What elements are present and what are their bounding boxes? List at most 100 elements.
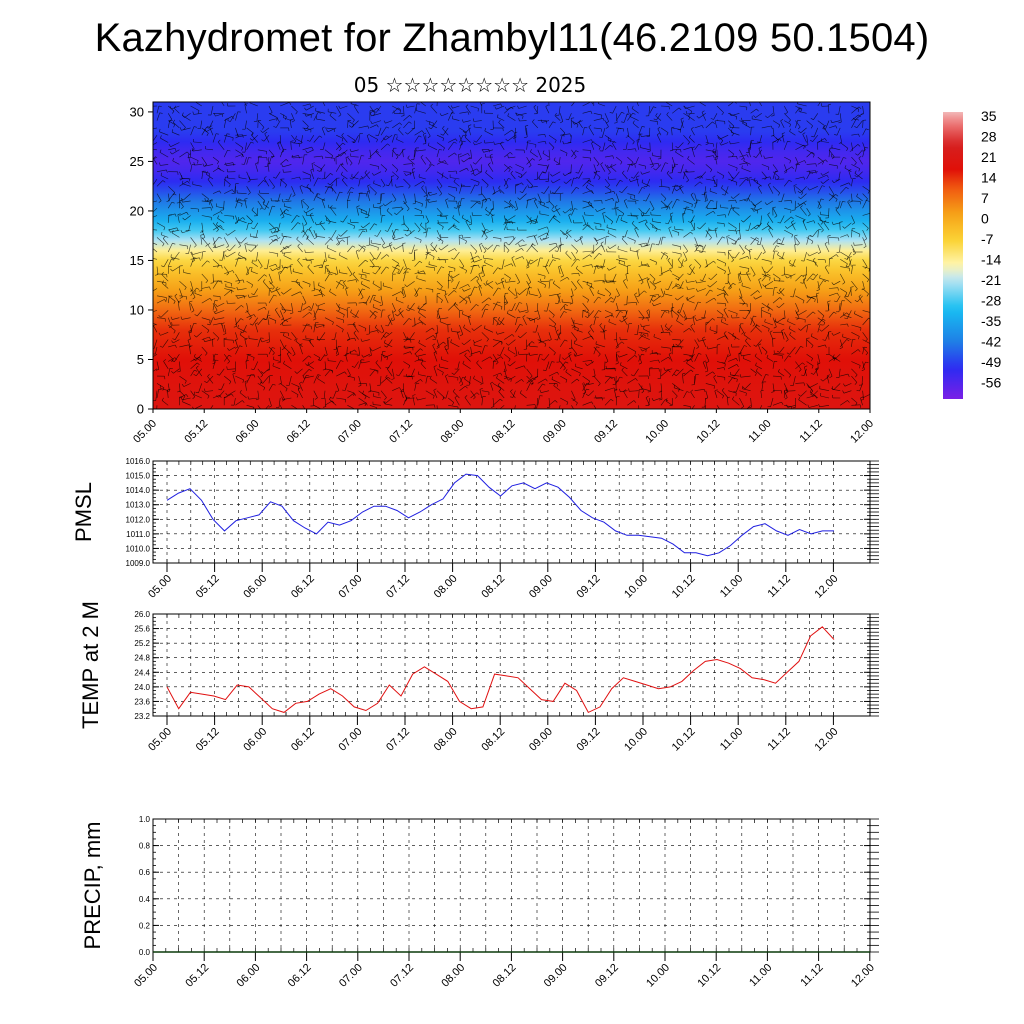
- wind-barb: [481, 178, 489, 186]
- wind-barb-flag: [551, 147, 555, 151]
- wind-barb-flag: [453, 197, 456, 201]
- wind-barb: [573, 322, 583, 326]
- wind-barb: [263, 135, 270, 142]
- wind-barb: [352, 274, 359, 282]
- wind-barb: [727, 266, 731, 274]
- wind-barb: [537, 149, 542, 160]
- wind-barb: [537, 232, 547, 238]
- wind-barb-flag: [485, 206, 488, 210]
- wind-barb-flag: [226, 272, 230, 276]
- wind-barb-flag: [641, 187, 646, 189]
- wind-barb: [716, 288, 726, 292]
- wind-barb: [372, 306, 382, 311]
- wind-barb-flag: [619, 311, 623, 313]
- wind-barb-flag: [340, 171, 343, 175]
- wind-barb: [627, 127, 629, 137]
- wind-barb: [201, 222, 204, 232]
- wind-barb-flag: [518, 309, 520, 313]
- wind-barb: [369, 346, 372, 356]
- wind-barb-flag: [586, 281, 589, 285]
- wind-barb: [856, 120, 863, 128]
- wind-barb: [596, 237, 606, 242]
- wind-barb: [306, 259, 314, 261]
- wind-barb-flag: [398, 308, 402, 311]
- wind-barb: [201, 127, 207, 136]
- wind-barb-flag: [753, 206, 757, 209]
- wind-barb-flag: [213, 316, 215, 320]
- wind-barb-flag: [620, 362, 622, 366]
- wind-barb-flag: [562, 173, 566, 176]
- wind-barb-flag: [728, 287, 732, 290]
- wind-barb: [194, 293, 202, 297]
- wind-barb: [179, 280, 187, 288]
- wind-barb-flag: [373, 294, 377, 297]
- wind-barb: [168, 357, 176, 362]
- wind-barb: [403, 193, 407, 203]
- wind-barb-flag: [203, 338, 205, 342]
- wind-barb-flag: [551, 209, 554, 213]
- wind-barb: [380, 332, 387, 340]
- wind-barb: [272, 229, 281, 234]
- wind-barb: [649, 120, 658, 122]
- wind-barb: [425, 288, 433, 290]
- wind-barb: [425, 244, 429, 254]
- wind-barb-flag: [562, 210, 566, 214]
- wind-barb: [705, 193, 708, 201]
- wind-barb-flag: [811, 151, 815, 155]
- wind-barb: [481, 229, 487, 238]
- wind-barb: [425, 251, 435, 258]
- wind-barb-flag: [803, 144, 807, 148]
- wind-barb: [707, 346, 718, 350]
- wind-barb-flag: [826, 174, 829, 178]
- wind-barb-flag: [842, 333, 844, 337]
- wind-barb: [795, 361, 802, 370]
- wind-barb: [268, 375, 271, 384]
- wind-barb-flag: [242, 379, 244, 383]
- wind-barb-flag: [621, 341, 625, 344]
- wind-barb-flag: [722, 175, 725, 179]
- wind-barb-flag: [790, 200, 793, 204]
- wind-barb: [347, 113, 355, 121]
- wind-barb-flag: [658, 359, 660, 363]
- wind-barb-flag: [342, 319, 344, 323]
- wind-barb-flag: [453, 207, 457, 209]
- wind-barb-flag: [816, 289, 820, 291]
- wind-barb-flag: [788, 119, 791, 123]
- wind-barb-flag: [266, 354, 268, 358]
- wind-barb-flag: [568, 213, 572, 216]
- wind-barb-flag: [677, 287, 680, 290]
- wind-barb: [827, 301, 830, 311]
- wind-barb-flag: [676, 369, 680, 372]
- wind-barb: [774, 321, 785, 326]
- wind-barb-flag: [579, 373, 581, 377]
- wind-barb: [153, 149, 158, 151]
- wind-barb: [754, 200, 762, 207]
- wind-barb: [733, 171, 740, 179]
- wind-barb: [660, 288, 665, 296]
- wind-barb: [226, 164, 236, 166]
- wind-barb-flag: [233, 326, 237, 328]
- wind-barb: [674, 228, 684, 231]
- wind-barb: [716, 222, 725, 224]
- wind-barb: [559, 244, 562, 253]
- wind-barb: [391, 274, 394, 282]
- wind-barb-flag: [565, 304, 568, 307]
- wind-barb: [386, 210, 393, 216]
- wind-barb-flag: [177, 371, 181, 373]
- wind-barb-flag: [376, 124, 379, 128]
- wind-barb-flag: [674, 297, 678, 301]
- wind-barb: [324, 361, 327, 370]
- wind-barb-flag: [530, 149, 532, 153]
- wind-barb-flag: [470, 260, 474, 263]
- wind-barb: [291, 142, 300, 144]
- wind-barb: [159, 152, 169, 158]
- wind-barb-flag: [169, 106, 172, 110]
- wind-barb-flag: [432, 256, 435, 260]
- wind-barb: [862, 361, 866, 369]
- wind-barb-flag: [666, 207, 669, 211]
- wind-barb: [766, 357, 774, 362]
- wind-barb: [413, 149, 415, 160]
- wind-barb-flag: [326, 244, 329, 248]
- wind-barb: [593, 316, 597, 326]
- wind-barb: [559, 354, 561, 363]
